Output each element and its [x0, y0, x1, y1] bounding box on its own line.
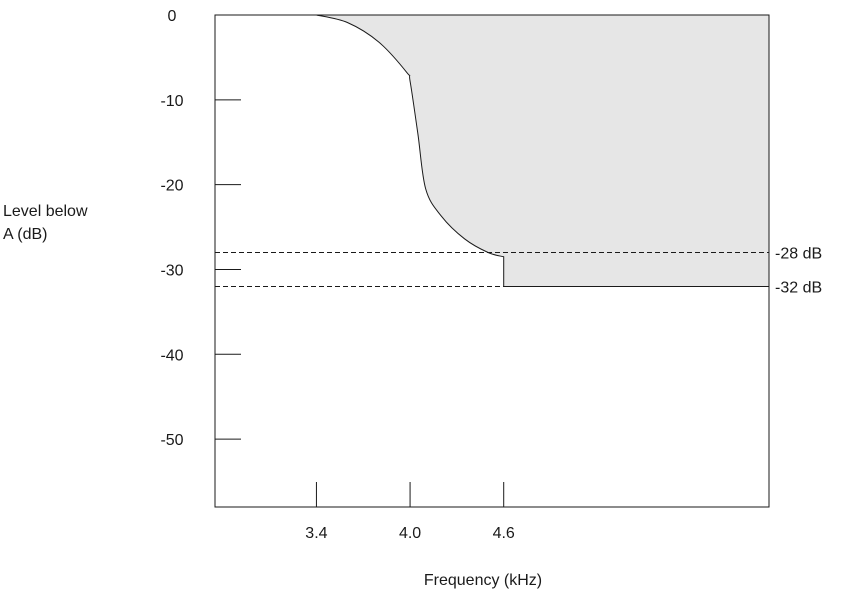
y-tick-label: 0: [168, 8, 177, 25]
x-tick-label: 4.0: [399, 525, 421, 542]
reference-line-label: -32 dB: [775, 279, 822, 296]
reference-line-label: -28 dB: [775, 246, 822, 263]
y-tick-label: -50: [160, 432, 183, 449]
x-tick-label: 3.4: [305, 525, 327, 542]
y-tick-label: -40: [160, 347, 183, 364]
x-tick-label: 4.6: [493, 525, 515, 542]
shaded-region: [215, 15, 769, 286]
y-tick-label: -10: [160, 93, 183, 110]
y-tick-label: -30: [160, 262, 183, 279]
y-axis-title-line-1: Level below: [3, 203, 88, 220]
x-axis-title: Frequency (kHz): [424, 572, 542, 589]
y-axis-title-line-2: A (dB): [3, 226, 47, 243]
y-tick-label: -20: [160, 178, 183, 195]
